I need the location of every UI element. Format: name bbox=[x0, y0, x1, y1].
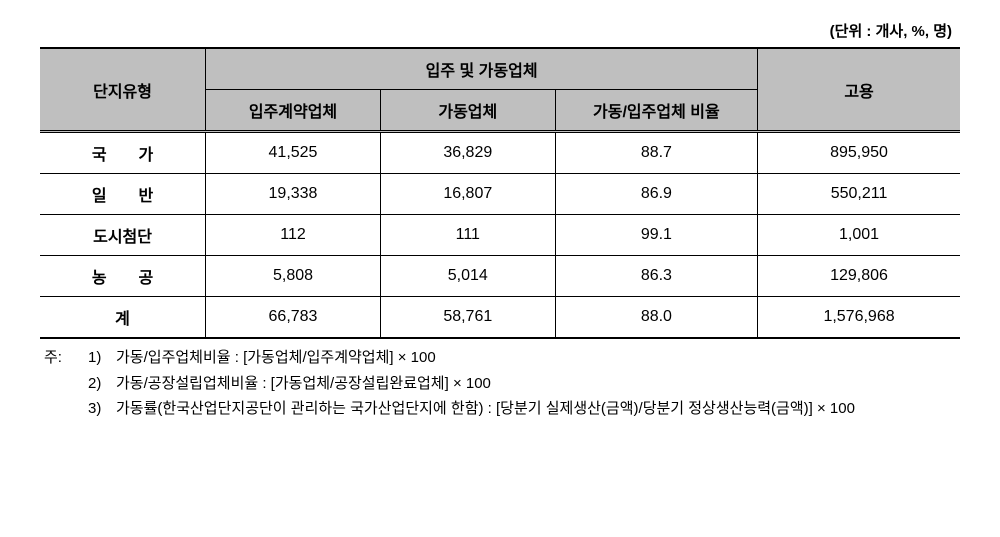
cell-employment: 550,211 bbox=[758, 174, 960, 215]
data-table: 단지유형 입주 및 가동업체 고용 입주계약업체 가동업체 가동/입주업체 비율… bbox=[40, 47, 960, 339]
cell-active: 36,829 bbox=[380, 132, 555, 174]
cell-employment: 1,001 bbox=[758, 215, 960, 256]
footnotes: 주: 1) 가동/입주업체비율 : [가동업체/입주계약업체] × 100 2)… bbox=[40, 345, 960, 422]
row-label: 도시첨단 bbox=[40, 215, 206, 256]
cell-active: 16,807 bbox=[380, 174, 555, 215]
cell-active: 5,014 bbox=[380, 256, 555, 297]
footnote-item: 3) 가동률(한국산업단지공단이 관리하는 국가산업단지에 한함) : [당분기… bbox=[44, 396, 960, 422]
row-label: 농 공 bbox=[40, 256, 206, 297]
footnote-item: 2) 가동/공장설립업체비율 : [가동업체/공장설립완료업체] × 100 bbox=[44, 371, 960, 397]
row-label: 계 bbox=[40, 297, 206, 339]
header-type: 단지유형 bbox=[40, 48, 206, 132]
footnote-item: 주: 1) 가동/입주업체비율 : [가동업체/입주계약업체] × 100 bbox=[44, 345, 960, 371]
header-ratio: 가동/입주업체 비율 bbox=[555, 90, 757, 132]
cell-employment: 1,576,968 bbox=[758, 297, 960, 339]
table-row: 일 반 19,338 16,807 86.9 550,211 bbox=[40, 174, 960, 215]
cell-ratio: 86.9 bbox=[555, 174, 757, 215]
cell-contract: 112 bbox=[206, 215, 381, 256]
footnote-prefix bbox=[44, 396, 88, 422]
footnote-num: 3) bbox=[88, 396, 116, 422]
table-row: 도시첨단 112 111 99.1 1,001 bbox=[40, 215, 960, 256]
cell-employment: 895,950 bbox=[758, 132, 960, 174]
cell-ratio: 88.7 bbox=[555, 132, 757, 174]
cell-ratio: 99.1 bbox=[555, 215, 757, 256]
footnote-text: 가동/공장설립업체비율 : [가동업체/공장설립완료업체] × 100 bbox=[116, 371, 960, 397]
cell-contract: 41,525 bbox=[206, 132, 381, 174]
cell-contract: 5,808 bbox=[206, 256, 381, 297]
footnote-text: 가동률(한국산업단지공단이 관리하는 국가산업단지에 한함) : [당분기 실제… bbox=[116, 396, 960, 422]
table-row-total: 계 66,783 58,761 88.0 1,576,968 bbox=[40, 297, 960, 339]
table-row: 농 공 5,808 5,014 86.3 129,806 bbox=[40, 256, 960, 297]
cell-contract: 66,783 bbox=[206, 297, 381, 339]
row-label: 국 가 bbox=[40, 132, 206, 174]
footnote-prefix bbox=[44, 371, 88, 397]
table-row: 국 가 41,525 36,829 88.7 895,950 bbox=[40, 132, 960, 174]
header-group: 입주 및 가동업체 bbox=[206, 48, 758, 90]
header-employment: 고용 bbox=[758, 48, 960, 132]
cell-active: 58,761 bbox=[380, 297, 555, 339]
cell-contract: 19,338 bbox=[206, 174, 381, 215]
cell-ratio: 86.3 bbox=[555, 256, 757, 297]
row-label: 일 반 bbox=[40, 174, 206, 215]
footnote-num: 2) bbox=[88, 371, 116, 397]
cell-ratio: 88.0 bbox=[555, 297, 757, 339]
header-active: 가동업체 bbox=[380, 90, 555, 132]
header-contract: 입주계약업체 bbox=[206, 90, 381, 132]
footnote-prefix: 주: bbox=[44, 345, 88, 371]
table-body: 국 가 41,525 36,829 88.7 895,950 일 반 19,33… bbox=[40, 132, 960, 339]
footnote-num: 1) bbox=[88, 345, 116, 371]
cell-active: 111 bbox=[380, 215, 555, 256]
cell-employment: 129,806 bbox=[758, 256, 960, 297]
footnote-text: 가동/입주업체비율 : [가동업체/입주계약업체] × 100 bbox=[116, 345, 960, 371]
unit-label: (단위 : 개사, %, 명) bbox=[40, 20, 960, 41]
